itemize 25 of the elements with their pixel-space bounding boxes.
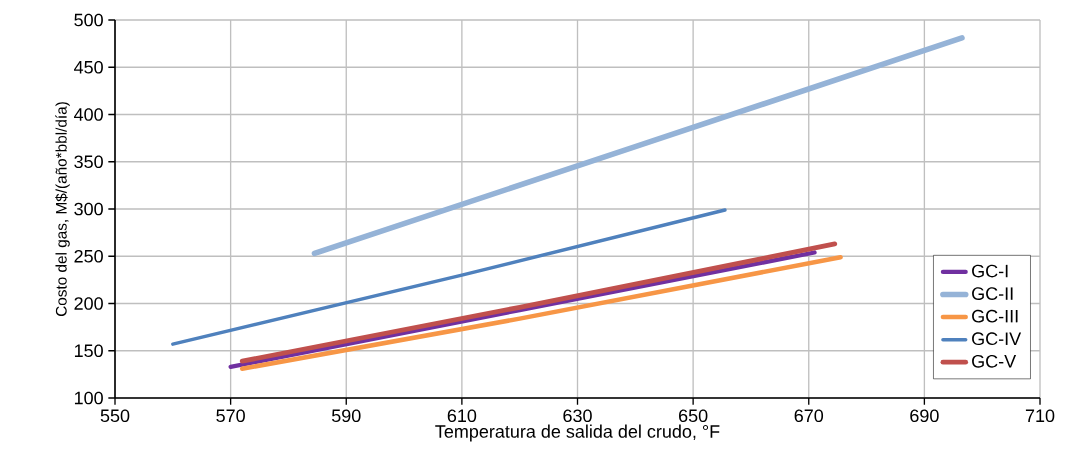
y-tick-label: 200 — [74, 297, 103, 310]
x-axis-title: Temperatura de salida del crudo, °F — [435, 424, 720, 442]
y-tick-label: 100 — [74, 391, 103, 405]
x-tick-label: 650 — [679, 409, 708, 423]
x-tick-label: 610 — [447, 409, 477, 423]
legend-label: GC-II — [972, 287, 1013, 300]
y-tick-label: 450 — [74, 60, 103, 74]
legend-label: GC-IV — [972, 332, 1022, 346]
legend-label: GC-I — [972, 264, 1008, 278]
y-tick-label: 150 — [74, 344, 103, 358]
x-tick-label: 710 — [1025, 409, 1055, 423]
x-tick-label: 590 — [331, 409, 361, 423]
y-axis-title: Costo del gas, M$/(año*bbl/día) — [55, 102, 70, 317]
legend-label: GC-III — [972, 309, 1018, 323]
legend-label: GC-V — [972, 354, 1017, 368]
x-tick-label: 630 — [563, 409, 592, 423]
y-tick-label: 350 — [74, 155, 103, 169]
x-tick-label: 570 — [216, 409, 245, 423]
y-tick-label: 400 — [74, 108, 103, 121]
x-tick-label: 550 — [100, 409, 130, 423]
y-tick-label: 500 — [74, 13, 103, 27]
x-tick-label: 690 — [910, 409, 939, 423]
x-tick-label: 670 — [794, 409, 824, 423]
y-tick-label: 250 — [74, 249, 103, 263]
y-tick-label: 300 — [74, 202, 103, 216]
